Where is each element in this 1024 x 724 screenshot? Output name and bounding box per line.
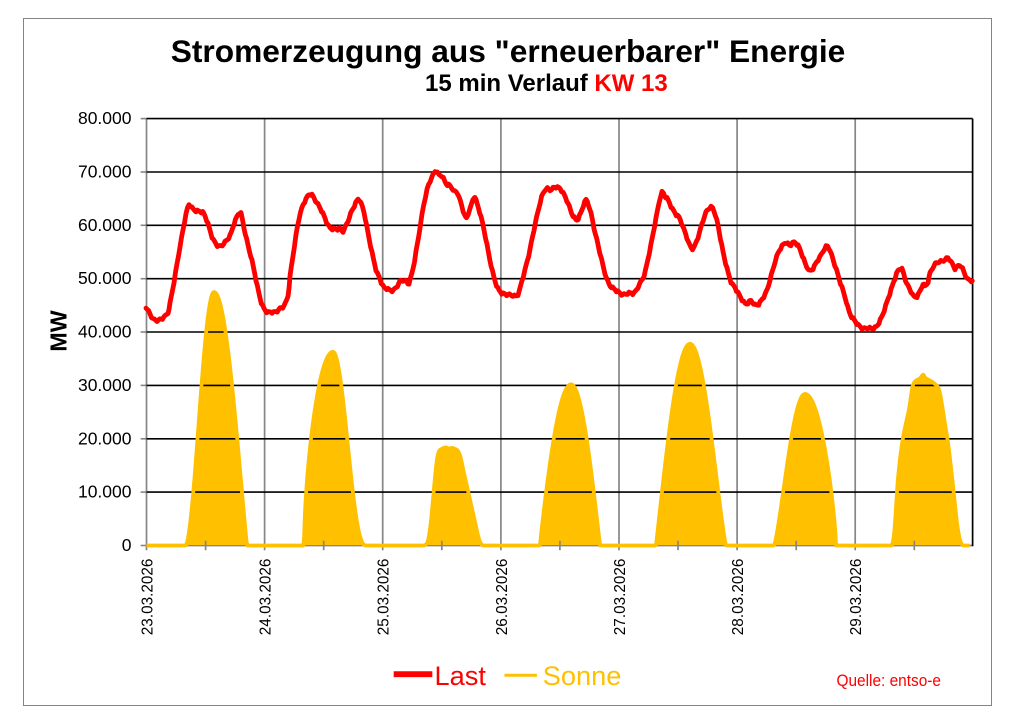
svg-text:27.03.2026: 27.03.2026	[612, 559, 629, 636]
svg-text:80.000: 80.000	[78, 108, 132, 128]
svg-text:30.000: 30.000	[78, 375, 132, 395]
svg-text:Last: Last	[435, 660, 487, 691]
svg-text:40.000: 40.000	[78, 322, 132, 342]
svg-text:Quelle: entso-e: Quelle: entso-e	[837, 672, 942, 690]
svg-text:25.03.2026: 25.03.2026	[376, 559, 393, 636]
svg-text:23.03.2026: 23.03.2026	[140, 559, 157, 636]
svg-text:26.03.2026: 26.03.2026	[494, 559, 511, 636]
svg-text:MW: MW	[46, 310, 72, 351]
svg-text:29.03.2026: 29.03.2026	[848, 559, 865, 636]
svg-text:50.000: 50.000	[78, 268, 132, 288]
svg-text:10.000: 10.000	[78, 482, 132, 502]
svg-text:60.000: 60.000	[78, 215, 132, 235]
svg-text:28.03.2026: 28.03.2026	[730, 559, 747, 636]
svg-text:Sonne: Sonne	[543, 660, 622, 691]
svg-text:0: 0	[122, 535, 132, 555]
svg-text:24.03.2026: 24.03.2026	[258, 559, 275, 636]
svg-text:20.000: 20.000	[78, 428, 132, 448]
svg-text:70.000: 70.000	[78, 162, 132, 182]
